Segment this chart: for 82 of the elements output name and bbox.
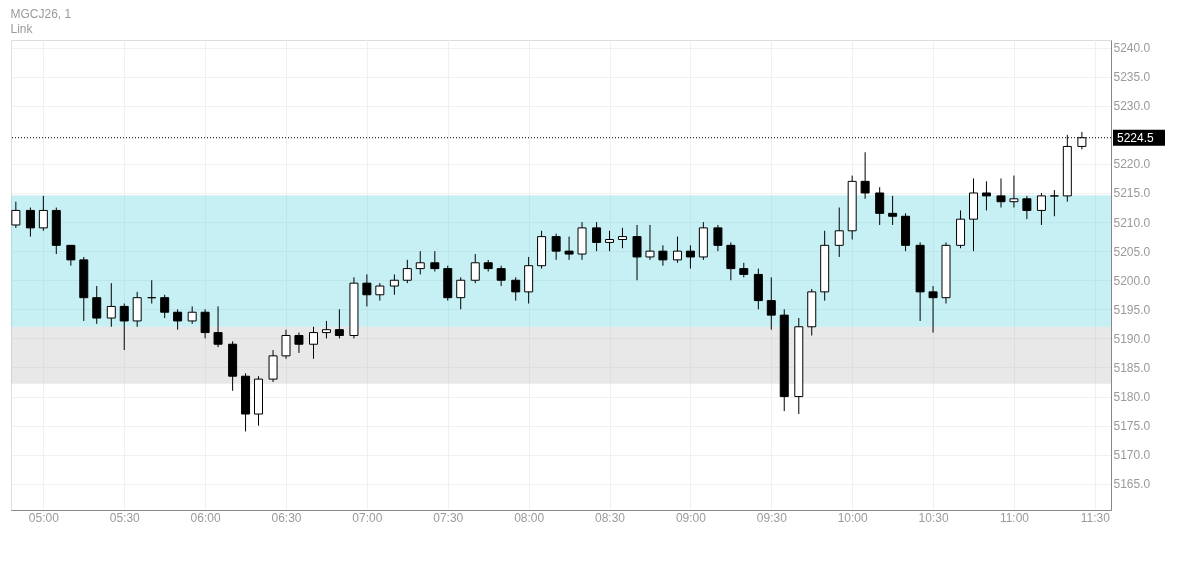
ref-line-label: 5224.5 [1117, 130, 1155, 145]
candlestick [645, 224, 655, 261]
candlestick [996, 177, 1006, 209]
candlestick [981, 180, 991, 211]
candlestick [213, 305, 223, 348]
candlestick [605, 230, 615, 252]
candlestick [268, 349, 278, 383]
candlestick [834, 207, 844, 258]
y-tick-label: 5235.0 [1113, 70, 1151, 85]
candlestick [119, 303, 129, 351]
x-tick-label: 09:30 [756, 510, 788, 525]
candlestick [470, 253, 480, 284]
y-tick-label: 5205.0 [1113, 244, 1151, 259]
y-tick-label: 5230.0 [1113, 99, 1151, 114]
candlestick [38, 195, 48, 232]
candlestick [430, 250, 440, 273]
chart-title: MGCJ26, 1 [10, 7, 72, 21]
candlestick [309, 326, 318, 360]
x-tick-label: 07:30 [433, 510, 464, 525]
candlestick [672, 236, 682, 264]
candlestick [551, 233, 561, 261]
x-tick-label: 08:00 [514, 510, 545, 525]
candlestick [294, 332, 304, 354]
x-tick-label: 11:00 [999, 510, 1030, 525]
x-tick-label: 10:30 [918, 510, 949, 525]
y-tick-label: 5165.0 [1113, 477, 1151, 492]
candlestick [415, 250, 425, 275]
candlestick [25, 207, 35, 238]
candlestick [281, 329, 291, 360]
candlestick [632, 224, 642, 281]
candlestick [200, 308, 210, 339]
candlestick [92, 285, 102, 325]
candlestick [66, 244, 76, 267]
x-tick-label: 05:00 [28, 510, 60, 525]
candlestick [334, 308, 344, 339]
y-tick-label: 5185.0 [1113, 360, 1151, 375]
y-tick-label: 5240.0 [1113, 41, 1151, 56]
y-tick-label: 5180.0 [1113, 390, 1151, 405]
x-tick-label: 07:00 [352, 510, 383, 525]
candlestick [1049, 189, 1059, 217]
candlestick [592, 221, 602, 252]
candlestick [888, 195, 898, 226]
x-tick-label: 09:00 [675, 510, 707, 525]
candlestick [1036, 192, 1046, 226]
chart-subtitle: Link [10, 22, 34, 36]
candlestick [1009, 175, 1019, 209]
candlestick [564, 236, 574, 261]
candlestick [860, 151, 870, 200]
candlestick [11, 201, 21, 229]
candlestick [496, 265, 506, 287]
candlestick [928, 285, 938, 334]
y-tick-label: 5210.0 [1113, 215, 1151, 230]
y-tick-label: 5220.0 [1113, 157, 1151, 172]
candlestick [402, 259, 412, 284]
candlestick [713, 224, 723, 252]
candlestick [1022, 195, 1032, 220]
candlestick [658, 244, 668, 267]
y-tick-label: 5170.0 [1113, 448, 1151, 463]
candlestick [362, 273, 372, 307]
candlestick [617, 227, 627, 249]
candlestick [456, 276, 466, 310]
candlestick [106, 282, 116, 328]
candlestick [173, 308, 183, 331]
x-tick-label: 10:00 [837, 510, 869, 525]
candlestick [766, 276, 776, 331]
y-tick-label: 5200.0 [1113, 273, 1151, 288]
candlestick [511, 276, 521, 302]
candlestick [875, 186, 885, 226]
candlestick [389, 273, 399, 296]
x-tick-label: 08:30 [595, 510, 626, 525]
candlestick [726, 241, 736, 281]
x-tick-label: 06:30 [271, 510, 302, 525]
x-tick-label: 06:00 [190, 510, 221, 525]
candlestick [132, 291, 142, 328]
x-tick-label: 05:30 [109, 510, 141, 525]
y-tick-label: 5195.0 [1113, 302, 1151, 317]
x-tick-label: 11:30 [1080, 510, 1111, 525]
y-tick-label: 5190.0 [1113, 331, 1151, 346]
candlestick [685, 244, 695, 270]
candlestick [160, 294, 170, 319]
y-tick-label: 5175.0 [1113, 419, 1151, 434]
y-tick-label: 5215.0 [1113, 186, 1151, 201]
